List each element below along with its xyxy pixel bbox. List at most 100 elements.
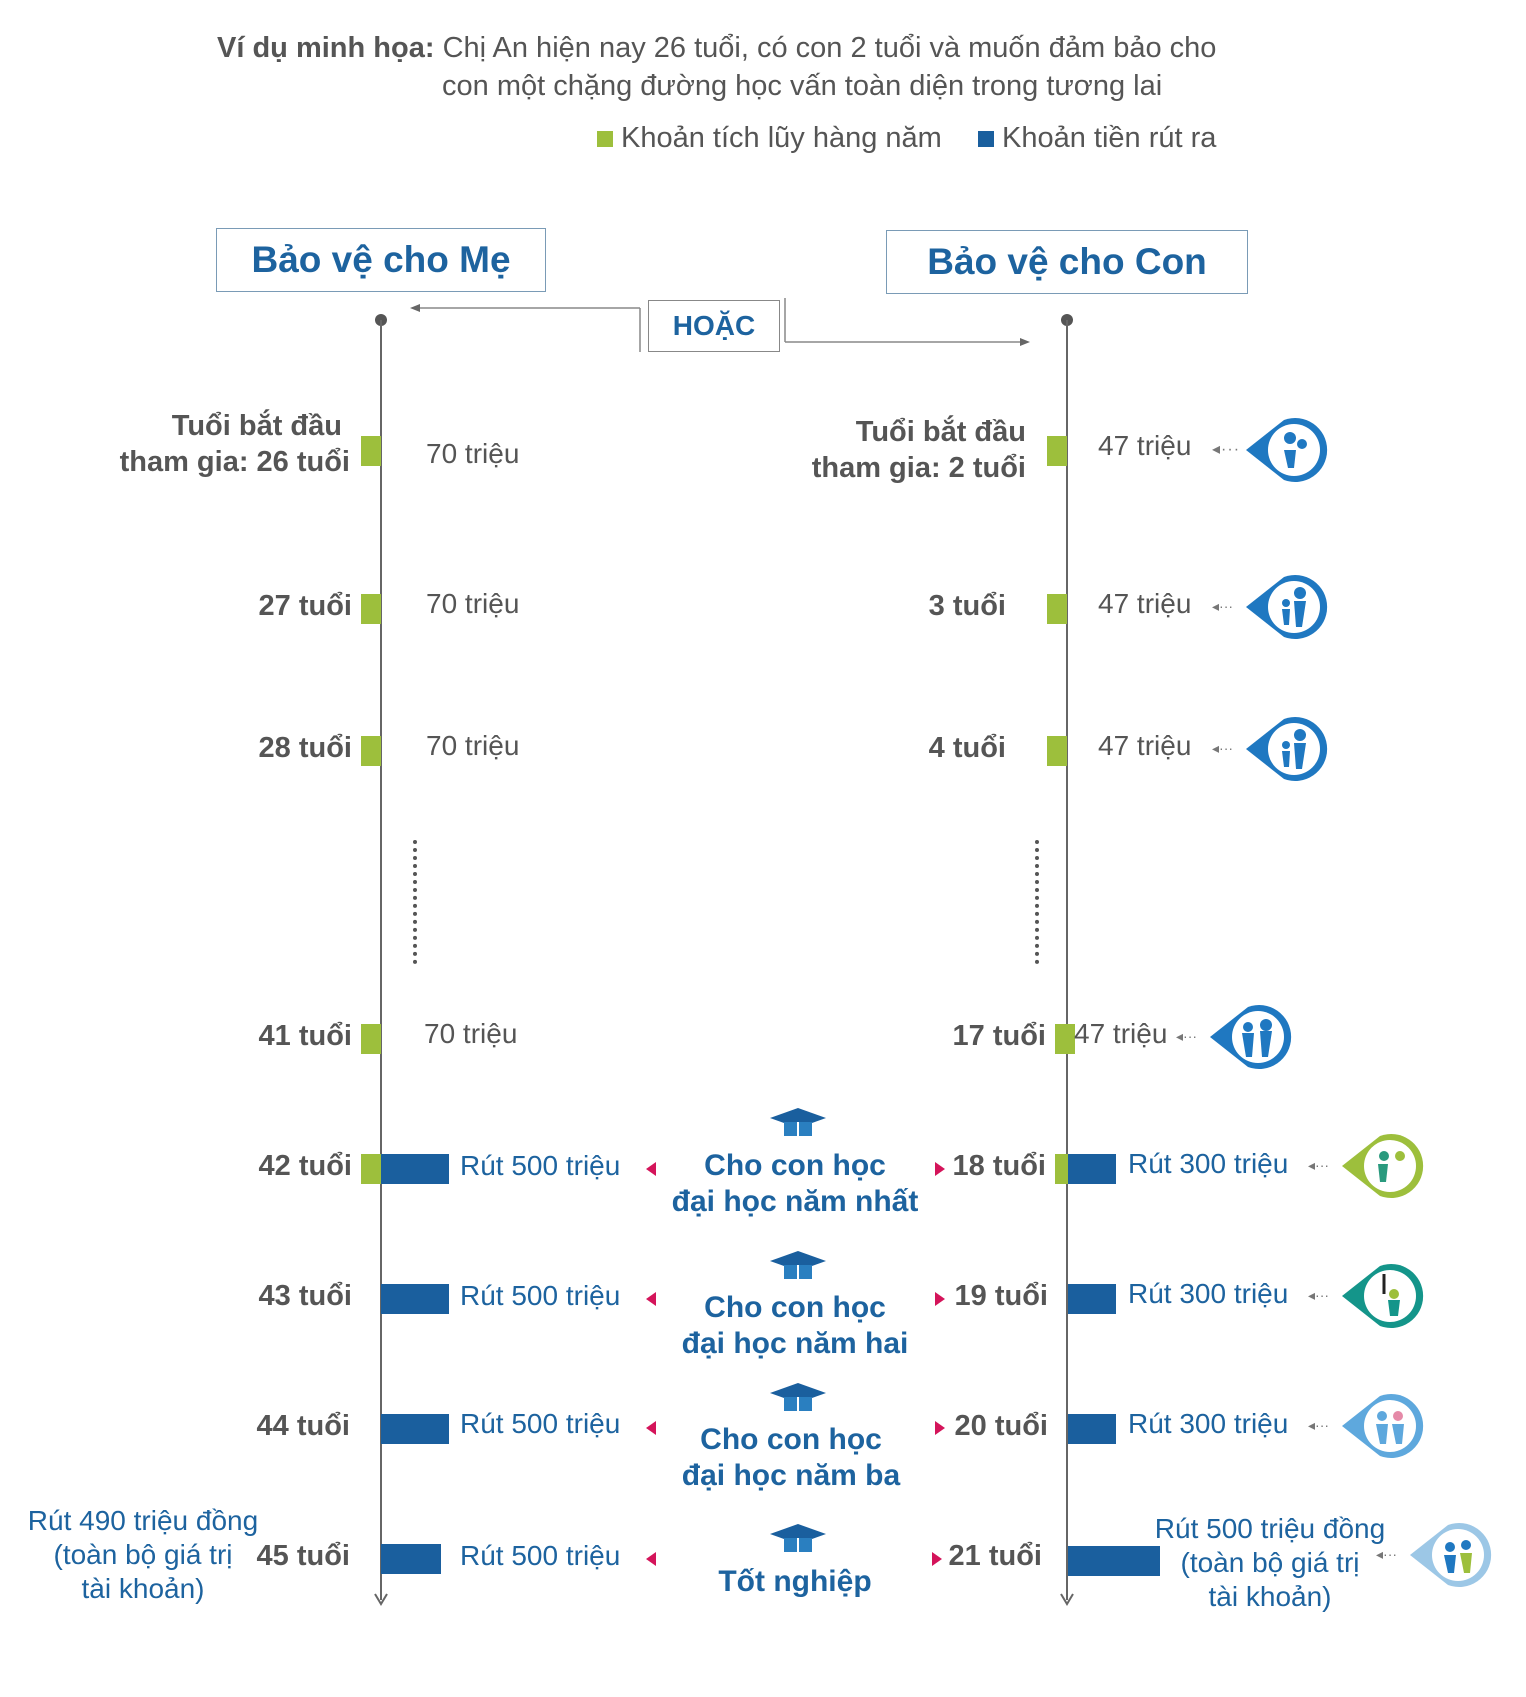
accumulation-marker xyxy=(1047,594,1067,624)
note-line: (toàn bộ giá trị xyxy=(1180,1547,1360,1578)
note-line: (toàn bộ giá trị xyxy=(53,1539,233,1570)
child-continuation-dots xyxy=(1035,840,1039,964)
mother-age: 27 tuổi xyxy=(258,590,352,622)
study-clock-icon: ◂··· xyxy=(1308,1264,1424,1328)
mother-age: 28 tuổi xyxy=(258,732,352,764)
child-age: 17 tuổi xyxy=(952,1020,1046,1052)
child-section-title: Bảo vệ cho Con xyxy=(886,230,1248,294)
pointer-right-icon xyxy=(935,1421,945,1435)
note-line: Rút 490 triệu đồng xyxy=(27,1505,259,1536)
intro-line-2: con một chặng đường học vấn toàn diện tr… xyxy=(442,70,1163,102)
mother-withdrawal: Rút 500 triệu xyxy=(460,1280,621,1311)
mother-axis xyxy=(380,320,382,1600)
child-age: 21 tuổi xyxy=(948,1540,1042,1572)
legend-label: Khoản tích lũy hàng năm xyxy=(621,122,942,154)
mother-age: 44 tuổi xyxy=(256,1410,350,1442)
milestone-line: đại học năm nhất xyxy=(671,1185,919,1218)
legend-swatch-green xyxy=(597,130,613,147)
graduation-icon: ◂··· xyxy=(1376,1523,1492,1587)
graduation-cap-icon xyxy=(770,1251,826,1283)
milestone-line: đại học năm hai xyxy=(681,1327,909,1360)
mother-continuation-dots xyxy=(413,840,417,964)
or-label: HOẶC xyxy=(648,300,780,352)
mother-age: 45 tuổi xyxy=(256,1540,350,1572)
graduation-cap-icon xyxy=(770,1108,826,1140)
student-icon: ◂··· xyxy=(1308,1134,1424,1198)
milestone-year-1: Cho con học đại học năm nhất xyxy=(660,1148,930,1220)
graduation-cap-icon xyxy=(770,1383,826,1415)
withdrawal-bar xyxy=(1068,1546,1160,1576)
mother-age: 42 tuổi xyxy=(258,1150,352,1182)
withdrawal-bar xyxy=(1068,1414,1116,1444)
milestone-line: Cho con học xyxy=(700,1423,882,1456)
start-age-line1: Tuổi bắt đầu xyxy=(855,416,1026,448)
pointer-left-icon xyxy=(646,1552,656,1566)
child-amount: 47 triệu xyxy=(1098,730,1192,761)
pointer-left-icon xyxy=(646,1292,656,1306)
graduation-cap-icon xyxy=(770,1524,826,1556)
accumulation-marker xyxy=(1055,1024,1075,1054)
legend-swatch-blue xyxy=(978,130,994,147)
milestone-line: Tốt nghiệp xyxy=(718,1565,872,1598)
accumulation-marker xyxy=(361,594,381,624)
family-icon: ◂··· xyxy=(1212,717,1328,781)
milestone-year-2: Cho con học đại học năm hai xyxy=(660,1290,930,1362)
mother-final-note: Rút 490 triệu đồng (toàn bộ giá trị tài … xyxy=(18,1504,268,1606)
child-amount: 47 triệu xyxy=(1074,1018,1168,1049)
withdrawal-bar xyxy=(381,1284,449,1314)
mother-section-title: Bảo vệ cho Mẹ xyxy=(216,228,546,292)
child-final-note: Rút 500 triệu đồng (toàn bộ giá trị tài … xyxy=(1140,1512,1400,1614)
start-age-line2: tham gia: 26 tuổi xyxy=(119,446,350,478)
or-connector xyxy=(410,298,1030,352)
withdrawal-bar xyxy=(381,1544,441,1574)
child-amount: 47 triệu xyxy=(1098,588,1192,619)
milestone-line: đại học năm ba xyxy=(681,1459,901,1492)
child-age: 19 tuổi xyxy=(954,1280,1048,1312)
child-age: 18 tuổi xyxy=(952,1150,1046,1182)
note-line: tài khoản) xyxy=(81,1573,205,1604)
mother-child-icon: ◂··· xyxy=(1212,418,1328,482)
mother-amount: 70 triệu xyxy=(426,730,520,761)
accumulation-marker xyxy=(361,436,381,466)
mother-withdrawal: Rút 500 triệu xyxy=(460,1150,621,1181)
child-withdrawal: Rút 300 triệu xyxy=(1128,1148,1289,1179)
child-age: 20 tuổi xyxy=(954,1410,1048,1442)
withdrawal-bar xyxy=(1068,1284,1116,1314)
mother-amount: 70 triệu xyxy=(426,438,520,469)
child-withdrawal: Rút 300 triệu xyxy=(1128,1408,1289,1439)
withdrawal-bar xyxy=(381,1154,449,1184)
child-amount: 47 triệu xyxy=(1098,430,1192,461)
svg-text:◂···: ◂··· xyxy=(1308,1287,1329,1303)
pointer-right-icon xyxy=(935,1292,945,1306)
child-axis-arrow xyxy=(1060,1593,1074,1606)
legend-withdrawal: Khoản tiền rút ra xyxy=(978,122,1216,155)
svg-text:◂···: ◂··· xyxy=(1308,1157,1329,1173)
svg-text:◂···: ◂··· xyxy=(1308,1417,1329,1433)
child-withdrawal: Rút 300 triệu xyxy=(1128,1278,1289,1309)
mother-amount: 70 triệu xyxy=(424,1018,518,1049)
child-start-age: Tuổi bắt đầu tham gia: 2 tuổi xyxy=(790,414,1026,486)
accumulation-marker xyxy=(361,1154,381,1184)
accumulation-marker xyxy=(361,1024,381,1054)
svg-text:◂···: ◂··· xyxy=(1212,441,1240,458)
family-icon: ◂··· xyxy=(1176,1005,1292,1069)
start-age-line2: tham gia: 2 tuổi xyxy=(811,452,1026,484)
milestone-graduation: Tốt nghiệp xyxy=(660,1564,930,1600)
milestone-year-3: Cho con học đại học năm ba xyxy=(656,1422,926,1494)
mother-start-age: Tuổi bắt đầu tham gia: 26 tuổi xyxy=(110,408,350,480)
child-age: 4 tuổi xyxy=(928,732,1006,764)
accumulation-marker xyxy=(1047,736,1067,766)
milestone-line: Cho con học xyxy=(704,1291,886,1324)
legend-accumulation: Khoản tích lũy hàng năm xyxy=(597,122,942,155)
intro-lead: Ví dụ minh họa: xyxy=(217,32,435,64)
accumulation-marker xyxy=(1047,436,1067,466)
pointer-left-icon xyxy=(646,1162,656,1176)
mother-amount: 70 triệu xyxy=(426,588,520,619)
svg-text:◂···: ◂··· xyxy=(1176,1028,1197,1044)
pointer-right-icon xyxy=(935,1162,945,1176)
pointer-right-icon xyxy=(932,1552,942,1566)
withdrawal-bar xyxy=(381,1414,449,1444)
withdrawal-bar xyxy=(1068,1154,1116,1184)
svg-text:◂···: ◂··· xyxy=(1376,1546,1397,1562)
svg-text:◂···: ◂··· xyxy=(1212,598,1233,614)
